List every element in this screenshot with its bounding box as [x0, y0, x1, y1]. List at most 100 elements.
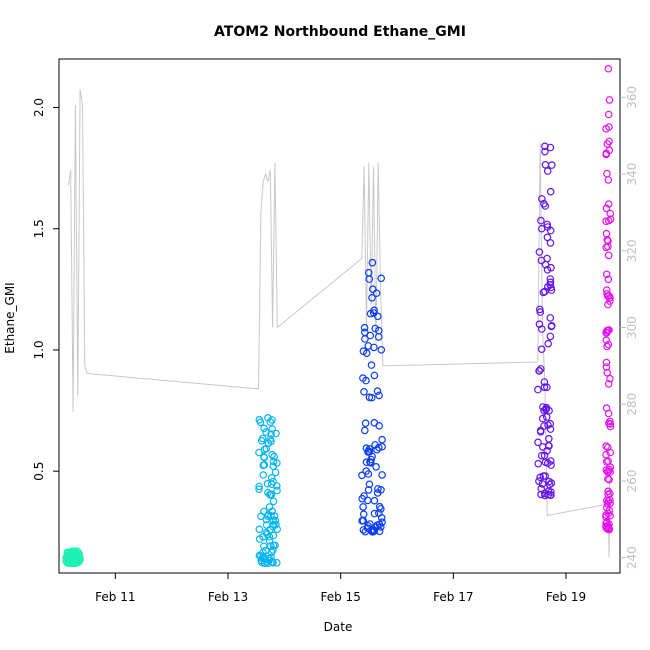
data-point — [604, 200, 613, 208]
data-point — [604, 380, 613, 388]
data-point — [256, 552, 265, 560]
data-point — [546, 187, 555, 196]
y2-tick-label: 340 — [625, 163, 639, 186]
data-point — [542, 383, 551, 392]
data-point — [358, 494, 367, 503]
data-point — [535, 305, 544, 314]
y-axis-label: Ethane_GMI — [3, 282, 17, 353]
data-point — [359, 503, 367, 511]
data-point — [370, 509, 379, 518]
data-point — [263, 479, 272, 488]
data-point — [262, 428, 270, 436]
data-point — [269, 462, 278, 471]
data-point — [535, 248, 544, 256]
data-point — [602, 518, 611, 526]
data-point — [546, 239, 555, 247]
data-point — [606, 209, 615, 218]
data-point — [603, 169, 611, 178]
data-point — [368, 527, 377, 536]
data-point — [604, 176, 613, 184]
data-point — [265, 536, 274, 545]
data-point — [368, 258, 377, 267]
data-point — [606, 374, 614, 383]
data-point — [546, 226, 555, 235]
data-point — [541, 142, 549, 151]
data-point — [546, 280, 555, 289]
data-point — [537, 256, 546, 265]
data-point — [69, 559, 77, 568]
data-point — [263, 512, 272, 520]
data-point — [606, 215, 615, 224]
data-point — [366, 331, 375, 340]
data-point — [365, 480, 374, 489]
data-point — [604, 475, 612, 483]
data-point — [537, 195, 546, 203]
data-point — [264, 413, 272, 422]
data-point — [258, 434, 267, 443]
y-tick-label: 1.5 — [32, 219, 46, 238]
data-point — [375, 421, 384, 430]
data-point — [541, 202, 550, 210]
y2-axis: 240 260 280 300 320 340 360 — [620, 86, 639, 569]
data-point — [368, 293, 376, 302]
y-tick-label: 0.5 — [32, 462, 46, 481]
data-point — [360, 323, 369, 332]
data-point — [538, 414, 547, 423]
data-point — [603, 443, 612, 452]
data-point — [257, 556, 266, 565]
data-point — [266, 418, 275, 426]
data-point — [547, 321, 556, 330]
data-point — [605, 123, 613, 131]
data-point — [545, 442, 553, 450]
data-point — [377, 274, 386, 283]
data-point — [604, 409, 613, 418]
data-point — [261, 546, 270, 555]
data-point — [541, 491, 549, 500]
data-point — [255, 482, 263, 491]
data-point — [260, 453, 268, 461]
data-point — [360, 387, 368, 396]
y2-tick-label: 360 — [625, 86, 639, 109]
data-point — [262, 444, 271, 453]
x-tick-label: Feb 17 — [433, 590, 473, 604]
data-point — [373, 312, 382, 321]
data-point — [543, 233, 552, 242]
data-point — [603, 342, 611, 351]
data-point — [606, 297, 614, 305]
data-point — [546, 278, 555, 287]
data-point — [378, 471, 386, 479]
data-point — [602, 363, 611, 371]
data-point — [370, 496, 379, 505]
data-point — [605, 96, 614, 104]
data-point — [269, 546, 277, 554]
data-point — [271, 516, 280, 525]
data-point — [534, 459, 543, 468]
x-tick-label: Feb 15 — [321, 590, 361, 604]
data-point — [262, 515, 271, 524]
data-point — [272, 429, 280, 438]
data-point — [602, 503, 611, 512]
data-point — [604, 110, 613, 119]
x-tick-label: Feb 13 — [208, 590, 248, 604]
data-point — [359, 510, 368, 519]
data-point — [366, 309, 375, 318]
y2-tick-label: 240 — [625, 546, 639, 569]
data-point — [371, 324, 380, 333]
data-point — [602, 358, 611, 367]
data-point — [547, 286, 556, 294]
data-point — [540, 451, 549, 460]
data-point — [606, 489, 614, 498]
data-point — [536, 308, 545, 316]
data-point — [369, 527, 378, 535]
data-point — [605, 326, 613, 334]
data-point — [269, 531, 278, 540]
data-point — [371, 441, 379, 449]
data-point — [537, 490, 545, 499]
y2-tick-label: 320 — [625, 239, 639, 262]
data-point — [547, 479, 556, 487]
y-tick-label: 1.0 — [32, 340, 46, 359]
data-point — [535, 320, 544, 329]
data-point — [359, 516, 368, 525]
data-point — [260, 424, 268, 433]
data-point — [374, 485, 382, 493]
